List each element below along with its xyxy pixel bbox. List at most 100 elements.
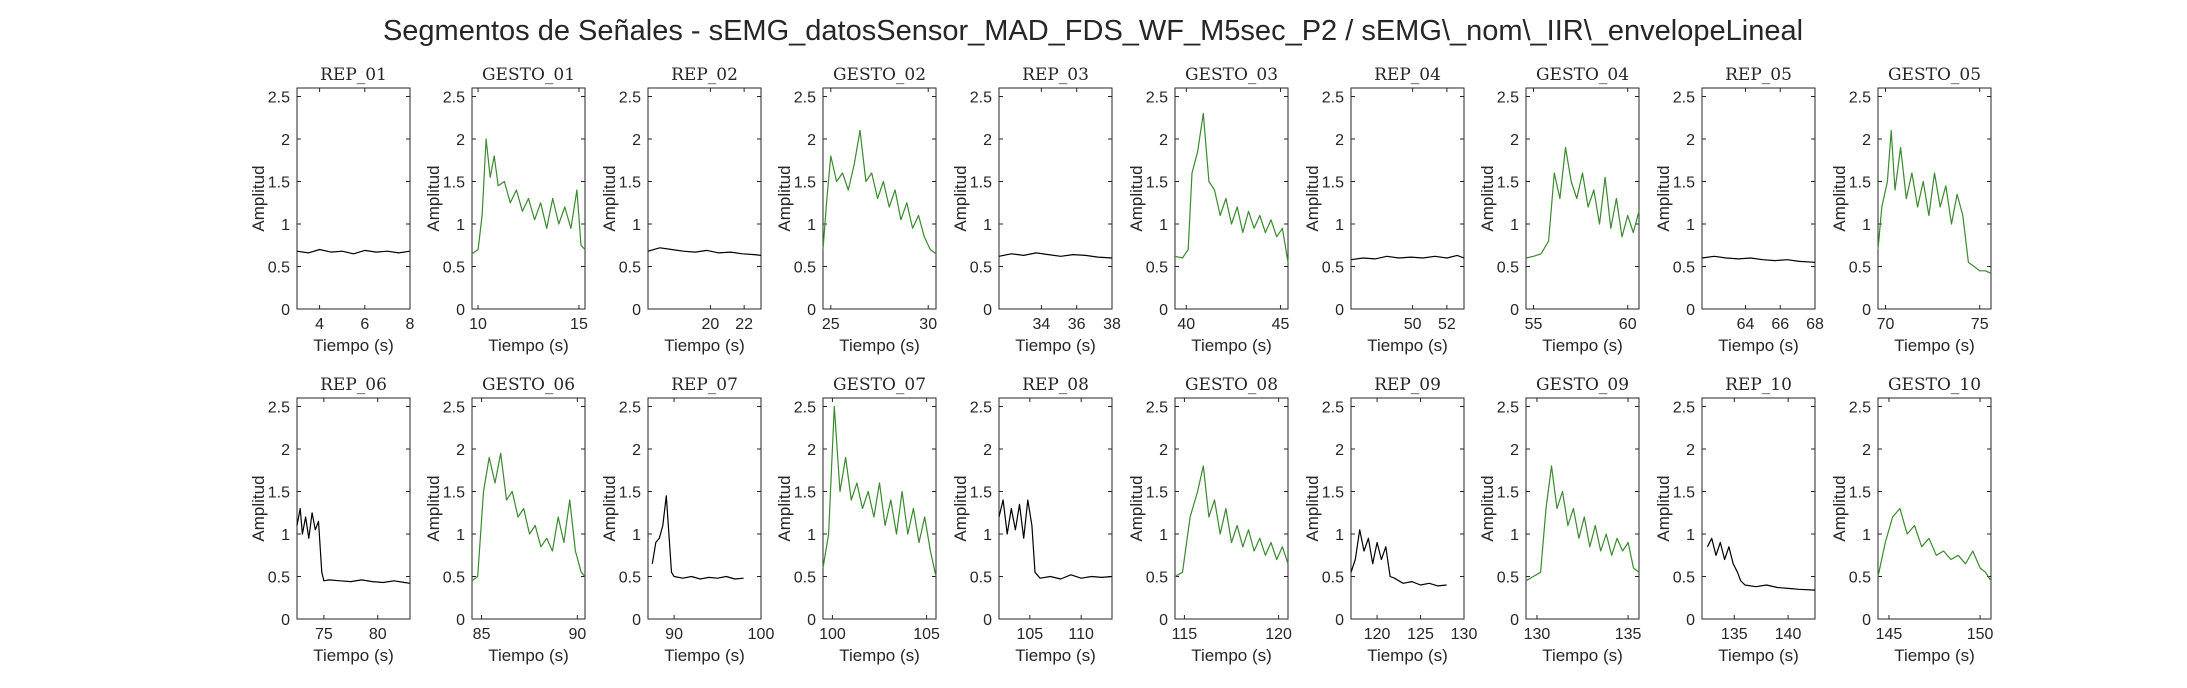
y-axis-label: Amplitud bbox=[775, 165, 794, 231]
y-tick-label: 2.5 bbox=[1322, 90, 1344, 107]
x-tick-label: 6 bbox=[360, 316, 369, 333]
x-tick-label: 50 bbox=[1404, 316, 1422, 333]
y-tick-label: 1 bbox=[1510, 217, 1519, 234]
y-axis-label: Amplitud bbox=[424, 475, 443, 541]
y-tick-label: 1 bbox=[281, 217, 290, 234]
x-axis-label: Tiempo (s) bbox=[1542, 336, 1623, 355]
subplot-rep-10: 0 0.5 1 1.5 2 2.5 135 140 REP_10 Tiempo (s) Amplit… bbox=[1654, 375, 1816, 665]
x-tick-label: 135 bbox=[1615, 626, 1642, 643]
x-axis-label: Tiempo (s) bbox=[1718, 336, 1799, 355]
x-tick-label: 145 bbox=[1876, 626, 1903, 643]
axes-box bbox=[998, 87, 1113, 310]
y-tick-label: 1 bbox=[632, 217, 641, 234]
figure-title: Segmentos de Señales - sEMG_datosSensor_… bbox=[383, 15, 1803, 47]
axes-box bbox=[1877, 87, 1992, 310]
subplot-gesto-06: 0 0.5 1 1.5 2 2.5 85 90 GESTO_06 Tiempo (s) Amplit… bbox=[424, 375, 586, 665]
y-tick-label: 0 bbox=[1686, 612, 1695, 629]
y-tick-label: 2.5 bbox=[794, 400, 816, 417]
y-tick-label: 2.5 bbox=[1849, 400, 1871, 417]
y-tick-label: 0.5 bbox=[619, 570, 641, 587]
y-axis-label: Amplitud bbox=[1654, 475, 1673, 541]
subplot-gesto-10: 0 0.5 1 1.5 2 2.5 145 150 GESTO_10 Tiempo (s) Ampl… bbox=[1830, 375, 1994, 665]
axes-box bbox=[1525, 397, 1640, 620]
y-tick-label: 0.5 bbox=[443, 570, 465, 587]
x-tick-label: 85 bbox=[473, 626, 491, 643]
y-tick-label: 1 bbox=[807, 527, 816, 544]
x-axis-label: Tiempo (s) bbox=[313, 336, 394, 355]
x-axis-label: Tiempo (s) bbox=[1894, 336, 1975, 355]
signal-line bbox=[296, 248, 411, 255]
x-tick-label: 130 bbox=[1451, 626, 1478, 643]
axes-box bbox=[1877, 397, 1992, 620]
x-tick-label: 120 bbox=[1265, 626, 1292, 643]
y-tick-label: 2.5 bbox=[443, 400, 465, 417]
y-axis-label: Amplitud bbox=[1127, 165, 1146, 231]
signal-line bbox=[1350, 529, 1447, 587]
subplot-rep-02: 0 0.5 1 1.5 2 2.5 20 22 REP_02 Tiempo (s) Amplitud bbox=[600, 65, 762, 355]
x-axis-label: Tiempo (s) bbox=[313, 646, 394, 665]
x-tick-label: 105 bbox=[913, 626, 940, 643]
subplot-gesto-03: 0 0.5 1 1.5 2 2.5 40 45 GESTO_03 Tiempo (s) Amplit… bbox=[1127, 65, 1289, 355]
x-tick-label: 100 bbox=[748, 626, 775, 643]
y-tick-label: 1.5 bbox=[1849, 485, 1871, 502]
y-tick-label: 0 bbox=[807, 302, 816, 319]
subplot-title: GESTO_01 bbox=[482, 65, 575, 85]
y-tick-label: 0 bbox=[632, 302, 641, 319]
x-tick-label: 22 bbox=[735, 316, 753, 333]
x-tick-label: 75 bbox=[315, 626, 333, 643]
axes-box bbox=[296, 397, 411, 620]
y-tick-label: 2.5 bbox=[268, 90, 290, 107]
y-tick-label: 2 bbox=[281, 442, 290, 459]
y-tick-label: 1.5 bbox=[1849, 175, 1871, 192]
x-axis-label: Tiempo (s) bbox=[839, 646, 920, 665]
x-tick-label: 38 bbox=[1103, 316, 1121, 333]
y-tick-label: 0.5 bbox=[619, 260, 641, 277]
subplot-rep-06: 0 0.5 1 1.5 2 2.5 75 80 REP_06 Tiempo (s) Amplitud bbox=[249, 375, 411, 665]
y-tick-label: 1.5 bbox=[1146, 175, 1168, 192]
signal-line bbox=[1525, 146, 1640, 259]
y-tick-label: 2 bbox=[1862, 132, 1871, 149]
y-axis-label: Amplitud bbox=[249, 165, 268, 231]
y-tick-label: 1 bbox=[1159, 217, 1168, 234]
y-tick-label: 0 bbox=[983, 302, 992, 319]
y-tick-label: 0 bbox=[807, 612, 816, 629]
y-axis-label: Amplitud bbox=[1654, 165, 1673, 231]
x-tick-label: 20 bbox=[702, 316, 720, 333]
y-tick-label: 1.5 bbox=[1673, 175, 1695, 192]
x-tick-label: 115 bbox=[1172, 626, 1198, 643]
y-tick-label: 1.5 bbox=[1497, 485, 1519, 502]
signal-line bbox=[998, 499, 1113, 580]
x-axis-label: Tiempo (s) bbox=[1015, 646, 1096, 665]
y-tick-label: 1 bbox=[1686, 527, 1695, 544]
subplot-title: GESTO_06 bbox=[482, 375, 575, 395]
y-tick-label: 0.5 bbox=[970, 260, 992, 277]
y-tick-label: 1 bbox=[807, 217, 816, 234]
x-tick-label: 105 bbox=[1016, 626, 1043, 643]
subplot-title: GESTO_03 bbox=[1185, 65, 1278, 85]
subplot-rep-05: 0 0.5 1 1.5 2 2.5 64 66 68 REP_05 Tiempo (s) Amplit… bbox=[1654, 65, 1824, 355]
y-tick-label: 2.5 bbox=[1146, 90, 1168, 107]
axes-box bbox=[1701, 87, 1816, 310]
x-tick-label: 100 bbox=[819, 626, 846, 643]
y-tick-label: 1 bbox=[1510, 527, 1519, 544]
y-tick-label: 1.5 bbox=[970, 485, 992, 502]
x-axis-label: Tiempo (s) bbox=[1718, 646, 1799, 665]
axes-box bbox=[647, 397, 762, 620]
y-axis-label: Amplitud bbox=[600, 475, 619, 541]
subplot-title: REP_09 bbox=[1374, 375, 1441, 395]
y-tick-label: 0 bbox=[1510, 612, 1519, 629]
y-axis-label: Amplitud bbox=[1478, 475, 1497, 541]
y-tick-label: 2 bbox=[1335, 442, 1344, 459]
subplot-gesto-08: 0 0.5 1 1.5 2 2.5 115 120 GESTO_08 Tiempo (s) Ampl… bbox=[1127, 375, 1292, 665]
subplot-title: REP_02 bbox=[671, 65, 738, 85]
subplot-rep-08: 0 0.5 1 1.5 2 2.5 105 110 REP_08 Tiempo (s) Amplit… bbox=[951, 375, 1113, 665]
subplot-title: REP_03 bbox=[1022, 65, 1089, 85]
y-tick-label: 2 bbox=[1159, 442, 1168, 459]
y-tick-label: 0.5 bbox=[1146, 570, 1168, 587]
signal-line bbox=[1877, 507, 1992, 582]
y-tick-label: 0.5 bbox=[1322, 570, 1344, 587]
y-tick-label: 2.5 bbox=[1673, 400, 1695, 417]
y-tick-label: 1.5 bbox=[970, 175, 992, 192]
y-tick-label: 0 bbox=[281, 302, 290, 319]
